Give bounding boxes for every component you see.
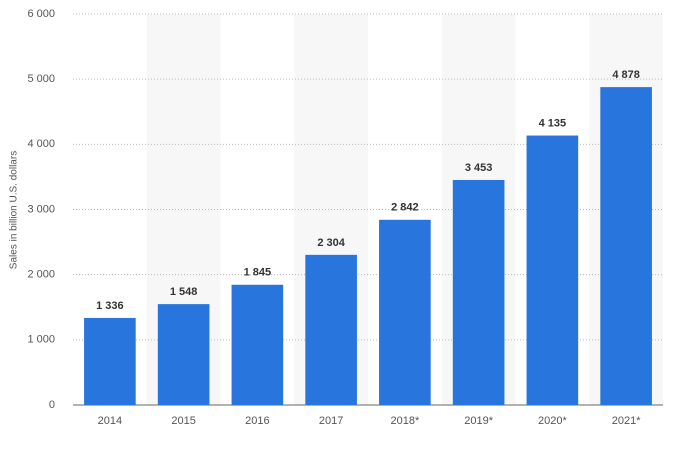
- bar: [526, 135, 579, 405]
- bar: [379, 219, 431, 405]
- y-axis-label: Sales in billion U.S. dollars: [9, 151, 20, 269]
- x-tick-label: 2017: [319, 415, 343, 427]
- value-label: 4 878: [612, 69, 640, 81]
- y-tick-label: 6 000: [27, 8, 55, 20]
- x-tick-label: 2018*: [390, 415, 419, 427]
- x-tick-label: 2014: [98, 415, 122, 427]
- bar: [231, 284, 284, 405]
- bar: [84, 317, 136, 405]
- x-tick-label: 2021*: [612, 415, 641, 427]
- value-label: 1 845: [244, 267, 272, 279]
- value-label: 4 135: [539, 117, 567, 129]
- value-label: 3 453: [465, 162, 493, 174]
- x-tick-label: 2019*: [464, 415, 493, 427]
- x-tick-label: 2015: [171, 415, 195, 427]
- x-tick-label: 2016: [245, 415, 269, 427]
- y-tick-label: 2 000: [27, 269, 55, 281]
- bar: [452, 179, 505, 405]
- value-label: 1 336: [96, 300, 124, 312]
- bar: [600, 87, 652, 405]
- value-label: 1 548: [170, 286, 198, 298]
- y-tick-label: 3 000: [27, 203, 55, 215]
- value-label: 2 304: [317, 237, 345, 249]
- y-tick-label: 1 000: [27, 334, 55, 346]
- y-tick-label: 0: [49, 399, 55, 411]
- bar: [305, 254, 357, 405]
- x-tick-label: 2020*: [538, 415, 567, 427]
- y-tick-label: 4 000: [27, 138, 55, 150]
- y-tick-label: 5 000: [27, 73, 55, 85]
- value-label: 2 842: [391, 202, 419, 214]
- bar: [157, 304, 210, 405]
